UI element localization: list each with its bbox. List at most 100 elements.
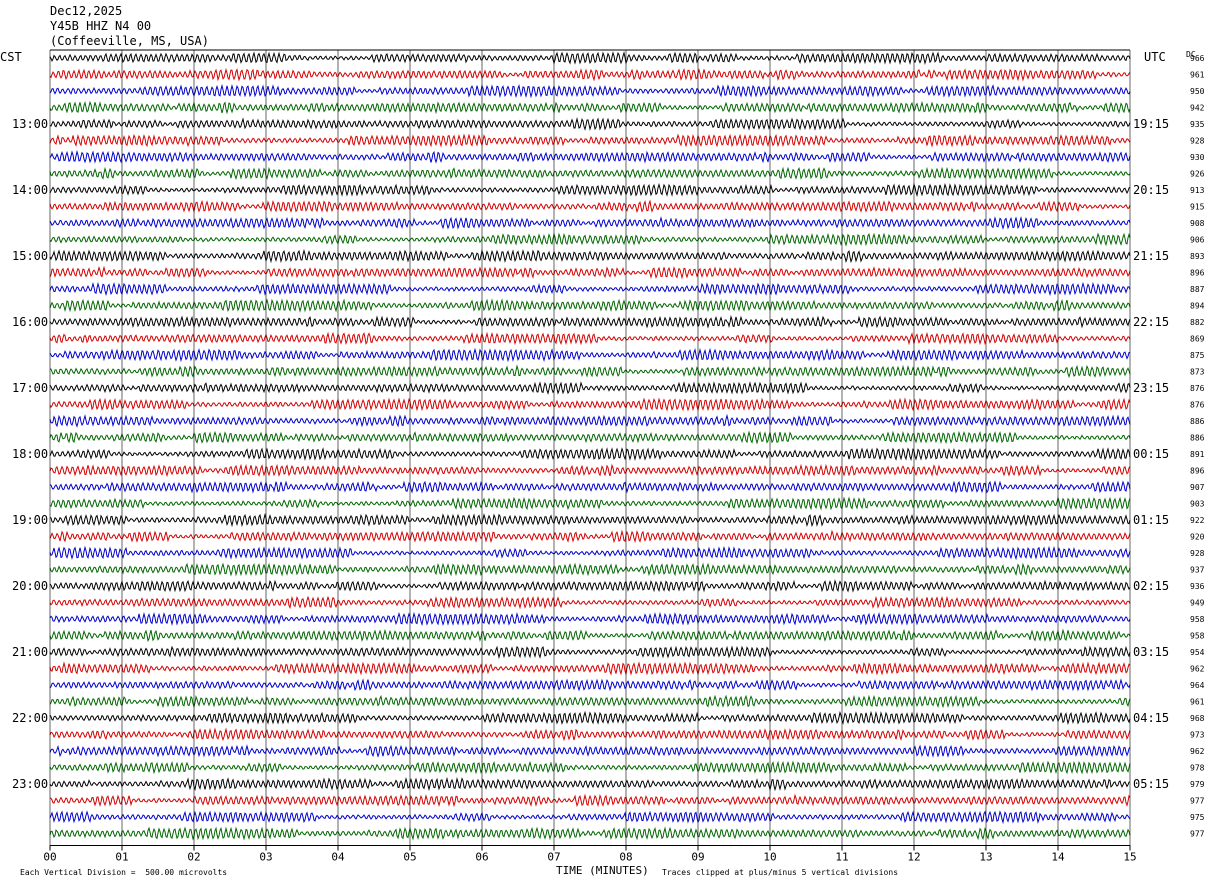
x-tick-label-06: 06 — [475, 851, 488, 864]
dc-offset-value: 958 — [1190, 615, 1205, 624]
seismic-trace-11 — [49, 215, 1131, 230]
dc-offset-value: 908 — [1190, 219, 1205, 228]
dc-offset-value: 958 — [1190, 632, 1205, 641]
seismic-trace-29 — [49, 512, 1131, 528]
x-tick-label-12: 12 — [907, 851, 920, 864]
dc-offset-value: 903 — [1190, 500, 1205, 509]
grid-group — [49, 49, 1131, 851]
dc-offset-value: 966 — [1190, 54, 1205, 63]
x-tick-label-08: 08 — [619, 851, 632, 864]
right-hour-label: 20:15 — [1133, 183, 1169, 197]
x-tick-label-10: 10 — [763, 851, 776, 864]
seismic-trace-30 — [49, 529, 1131, 544]
seismic-trace-2 — [49, 67, 1131, 82]
dc-offset-value: 968 — [1190, 714, 1205, 723]
dc-offset-value: 936 — [1190, 582, 1205, 591]
x-tick-label-13: 13 — [979, 851, 992, 864]
seismic-trace-9 — [49, 182, 1131, 198]
x-axis-title: TIME (MINUTES) — [556, 864, 649, 877]
dc-offset-value: 979 — [1190, 780, 1205, 789]
seismic-trace-44 — [49, 760, 1131, 775]
seismic-trace-5 — [49, 117, 1131, 131]
left-hour-label: 21:00 — [12, 645, 48, 659]
left-hour-label: 15:00 — [12, 249, 48, 263]
dc-offset-value: 891 — [1190, 450, 1205, 459]
seismic-trace-43 — [49, 744, 1131, 758]
right-hour-label: 04:15 — [1133, 711, 1169, 725]
seismic-trace-33 — [49, 579, 1131, 593]
x-tick-label-01: 01 — [115, 851, 128, 864]
x-tick-label-04: 04 — [331, 851, 345, 864]
right-hour-label: 22:15 — [1133, 315, 1169, 329]
seismic-trace-12 — [49, 232, 1131, 247]
seismic-trace-8 — [49, 166, 1131, 181]
seismic-trace-21 — [49, 381, 1131, 395]
seismic-trace-18 — [49, 331, 1131, 346]
dc-offset-value: 913 — [1190, 186, 1205, 195]
dc-offset-value: 896 — [1190, 269, 1205, 278]
seismic-trace-34 — [49, 595, 1131, 610]
seismic-trace-35 — [49, 611, 1131, 627]
seismic-trace-17 — [49, 314, 1131, 329]
seismic-trace-16 — [49, 298, 1131, 313]
header-date: Dec12,2025 — [50, 4, 123, 18]
dc-offset-value: 882 — [1190, 318, 1205, 327]
seismic-trace-41 — [49, 710, 1131, 726]
seismic-trace-20 — [49, 364, 1131, 379]
right-hour-label: 00:15 — [1133, 447, 1169, 461]
seismic-trace-46 — [49, 793, 1131, 808]
seismic-trace-37 — [49, 645, 1131, 660]
seismic-trace-7 — [49, 149, 1131, 164]
dc-offset-value: 896 — [1190, 467, 1205, 476]
left-hour-label: 22:00 — [12, 711, 48, 725]
seismic-trace-14 — [49, 265, 1131, 280]
label-group: 00 01 02 03 04 05 06 07 08 09 10 11 12 13 14 15 13:00 14:… — [12, 54, 1205, 864]
left-timezone-label: CST — [0, 50, 22, 64]
dc-offset-header: DC — [1186, 50, 1196, 59]
dc-offset-value: 935 — [1190, 120, 1205, 129]
x-tick-label-09: 09 — [691, 851, 704, 864]
seismic-trace-6 — [49, 133, 1131, 148]
seismic-trace-48 — [49, 826, 1131, 841]
seismic-trace-32 — [49, 562, 1131, 577]
dc-offset-value: 887 — [1190, 285, 1205, 294]
left-hour-label: 20:00 — [12, 579, 48, 593]
seismic-trace-31 — [49, 545, 1131, 561]
seismic-trace-42 — [49, 727, 1131, 742]
left-hour-label: 14:00 — [12, 183, 48, 197]
right-timezone-label: UTC — [1144, 50, 1166, 64]
right-hour-label: 05:15 — [1133, 777, 1169, 791]
dc-offset-value: 869 — [1190, 335, 1205, 344]
left-hour-label: 17:00 — [12, 381, 48, 395]
seismic-trace-10 — [49, 199, 1131, 214]
x-tick-label-03: 03 — [259, 851, 272, 864]
dc-offset-value: 920 — [1190, 533, 1205, 542]
right-hour-label: 02:15 — [1133, 579, 1169, 593]
left-hour-label: 13:00 — [12, 117, 48, 131]
seismic-trace-24 — [49, 430, 1131, 445]
dc-offset-value: 926 — [1190, 170, 1205, 179]
header-location: (Coffeeville, MS, USA) — [50, 34, 209, 48]
dc-offset-value: 962 — [1190, 747, 1205, 756]
dc-offset-value: 978 — [1190, 764, 1205, 773]
dc-offset-value: 875 — [1190, 351, 1205, 360]
clip-note: Traces clipped at plus/minus 5 vertical … — [662, 868, 899, 877]
trace-group — [49, 50, 1131, 841]
dc-offset-value: 876 — [1190, 401, 1205, 410]
x-tick-label-14: 14 — [1051, 851, 1065, 864]
dc-offset-value: 962 — [1190, 665, 1205, 674]
dc-offset-value: 886 — [1190, 434, 1205, 443]
dc-offset-value: 977 — [1190, 797, 1205, 806]
right-hour-label: 01:15 — [1133, 513, 1169, 527]
scale-note: Each Vertical Division = 500.00 microvol… — [20, 868, 228, 877]
dc-offset-value: 942 — [1190, 104, 1205, 113]
dc-offset-value: 961 — [1190, 698, 1205, 707]
seismic-trace-22 — [49, 397, 1131, 412]
x-tick-label-00: 00 — [43, 851, 56, 864]
dc-offset-value: 873 — [1190, 368, 1205, 377]
left-hour-label: 19:00 — [12, 513, 48, 527]
dc-offset-value: 961 — [1190, 71, 1205, 80]
dc-offset-value: 893 — [1190, 252, 1205, 261]
seismic-trace-45 — [49, 776, 1131, 792]
